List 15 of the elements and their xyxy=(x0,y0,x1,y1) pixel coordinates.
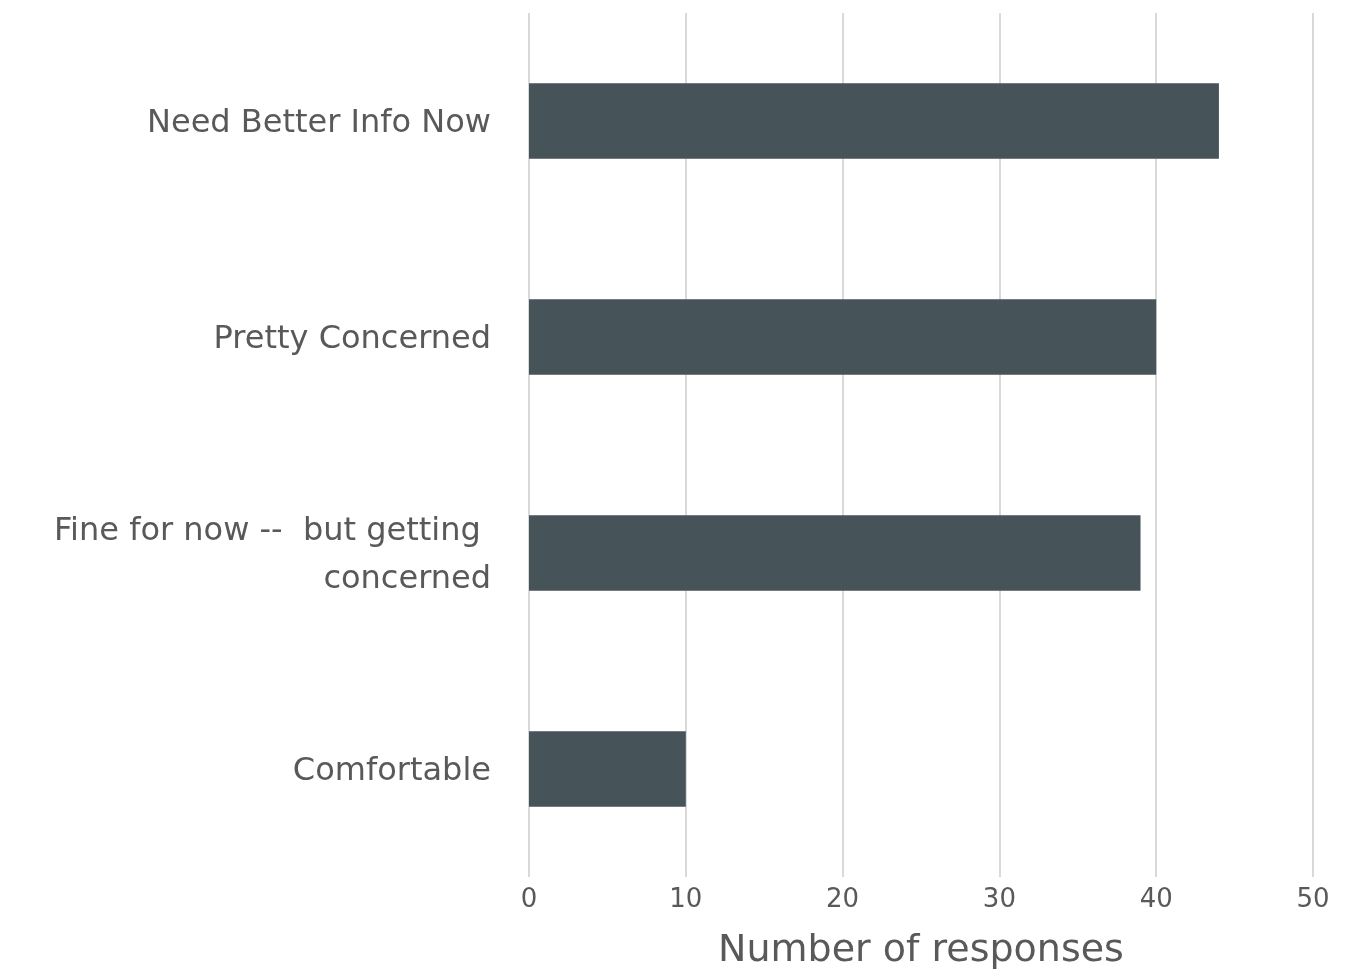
x-tick-label: 20 xyxy=(826,883,860,913)
y-tick-label: Comfortable xyxy=(292,750,491,788)
bar xyxy=(529,731,686,807)
y-tick-label: Need Better Info Now xyxy=(147,102,491,140)
bar xyxy=(529,515,1141,591)
bar xyxy=(529,83,1219,159)
x-tick-label: 30 xyxy=(982,883,1016,913)
x-tick-label: 10 xyxy=(669,883,703,913)
x-tick-label: 50 xyxy=(1296,883,1330,913)
bar xyxy=(529,299,1157,375)
y-tick-label: Pretty Concerned xyxy=(213,318,491,356)
y-tick-label: Fine for now -- but getting concerned xyxy=(54,510,491,596)
x-tick-label: 40 xyxy=(1139,883,1173,913)
x-tick-label: 0 xyxy=(520,883,538,913)
x-axis-title: Number of responses xyxy=(718,926,1124,970)
